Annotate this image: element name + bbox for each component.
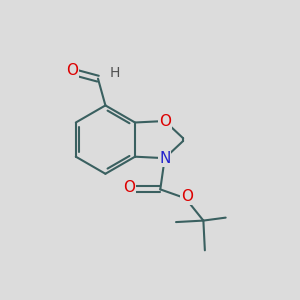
Text: N: N [159,151,170,166]
Text: O: O [181,189,193,204]
Text: H: H [109,66,119,80]
Text: O: O [66,63,78,78]
Text: O: O [159,113,171,128]
Text: O: O [123,180,135,195]
